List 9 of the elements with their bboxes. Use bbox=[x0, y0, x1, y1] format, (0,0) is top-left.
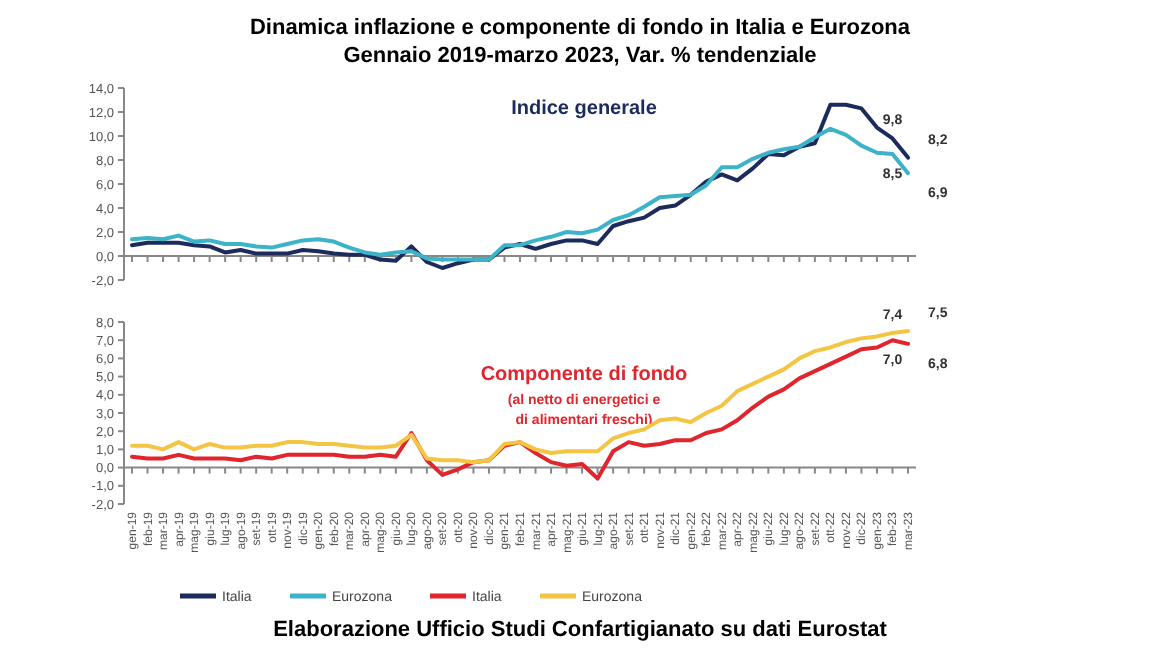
chart-subtitle: Gennaio 2019-marzo 2023, Var. % tendenziale bbox=[343, 44, 817, 68]
line-series bbox=[130, 329, 910, 465]
line-series bbox=[130, 102, 910, 270]
line-series bbox=[130, 338, 910, 481]
text: Componente di fondo bbox=[480, 364, 688, 386]
chart-title: Dinamica inflazione e componente di fondo in Italia e Eurozona bbox=[249, 16, 912, 40]
line-series bbox=[130, 126, 910, 262]
text: Elaborazione Ufficio Studi Confartigianato su dati Eurostat bbox=[273, 618, 888, 642]
annotation: Indice generale bbox=[511, 98, 658, 120]
